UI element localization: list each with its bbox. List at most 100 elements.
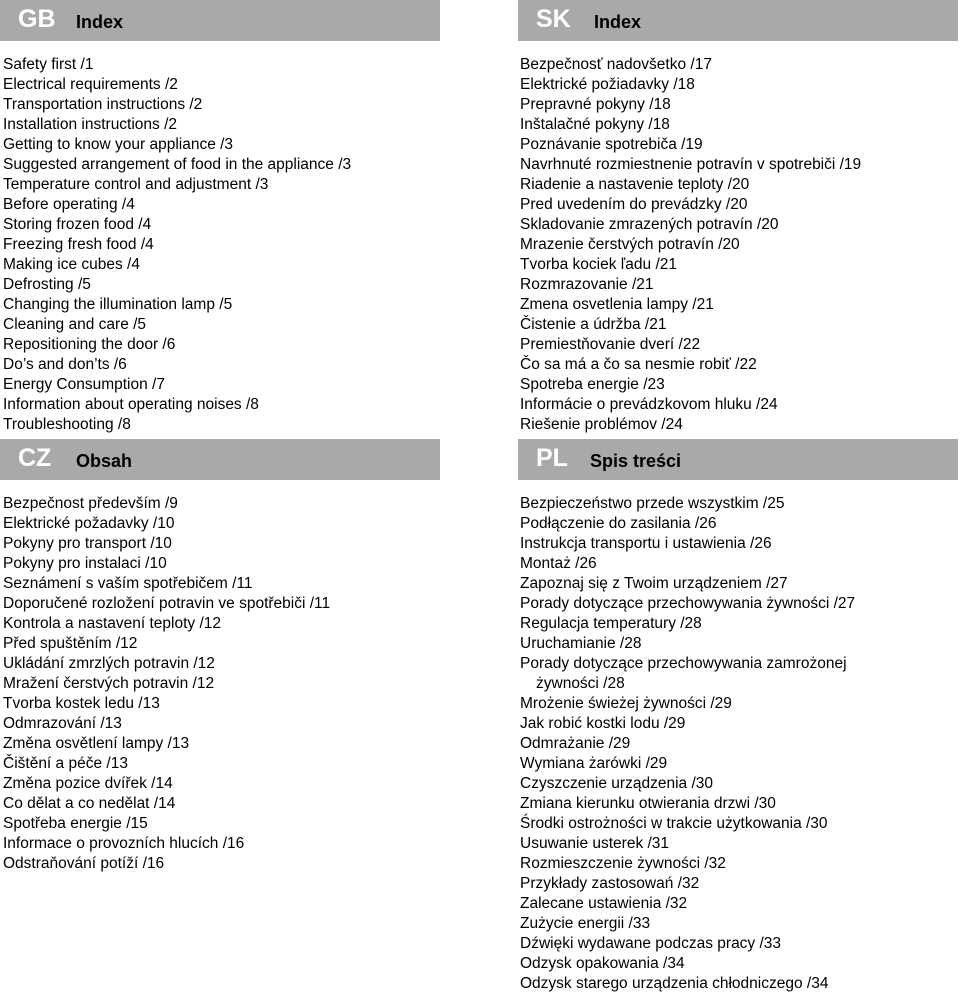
index-item: Rozmieszczenie żywności /32	[520, 855, 726, 872]
index-item: Jak robić kostki lodu /29	[520, 715, 686, 732]
index-item: Čistenie a údržba /21	[520, 316, 667, 333]
language-code-cz: CZ	[18, 444, 52, 472]
index-item: Mražení čerstvých potravin /12	[3, 675, 215, 692]
index-item: Making ice cubes /4	[3, 256, 140, 273]
index-item: Usuwanie usterek /31	[520, 835, 670, 852]
index-item: Tvorba kociek ľadu /21	[520, 256, 678, 273]
index-item: Inštalačné pokyny /18	[520, 116, 670, 133]
index-item: Odmrażanie /29	[520, 735, 631, 752]
index-item: Zalecane ustawienia /32	[520, 895, 688, 912]
index-item: Spotreba energie /23	[520, 376, 665, 393]
index-item: Do’s and don’ts /6	[3, 356, 127, 373]
index-item: Pred uvedením do prevádzky /20	[520, 196, 748, 213]
index-list-cz: Bezpečnost především /9 Elektrické požad…	[0, 494, 440, 874]
index-item: Změna osvětlení lampy /13	[3, 735, 190, 752]
index-item: Defrosting /5	[3, 276, 91, 293]
index-item: Installation instructions /2	[3, 116, 178, 133]
index-item: Odzysk opakowania /34	[520, 955, 685, 972]
index-item: Dźwięki wydawane podczas pracy /33	[520, 935, 782, 952]
index-item: Bezpečnost především /9	[3, 495, 178, 512]
index-item: Zapoznaj się z Twoim urządzeniem /27	[520, 575, 788, 592]
index-item: Kontrola a nastavení teploty /12	[3, 615, 222, 632]
index-item: Rozmrazovanie /21	[520, 276, 654, 293]
index-item: Porady dotyczące przechowywania zamrożon…	[520, 655, 847, 672]
index-item: Poznávanie spotrebiča /19	[520, 136, 703, 153]
index-item: Riešenie problémov /24	[520, 416, 683, 433]
index-item: Zmena osvetlenia lampy /21	[520, 296, 714, 313]
section-gb: GB Index Safety first /1 Electrical requ…	[0, 0, 440, 435]
index-item: Podłączenie do zasilania /26	[520, 515, 717, 532]
index-item: Elektrické požadavky /10	[3, 515, 175, 532]
index-item: Elektrické požiadavky /18	[520, 76, 695, 93]
section-cz: CZ Obsah Bezpečnost především /9 Elektri…	[0, 439, 440, 874]
index-item: Čo sa má a čo sa nesmie robiť /22	[520, 356, 757, 373]
index-item: Pokyny pro instalaci /10	[3, 555, 167, 572]
index-item: Premiestňovanie dverí /22	[520, 336, 701, 353]
index-item: Uruchamianie /28	[520, 635, 642, 652]
index-item: Pokyny pro transport /10	[3, 535, 172, 552]
section-header-sk: SK Index	[518, 0, 958, 41]
index-item: Suggested arrangement of food in the app…	[3, 156, 352, 173]
index-item: Montaż /26	[520, 555, 597, 572]
index-item: Změna pozice dvířek /14	[3, 775, 173, 792]
index-item: Porady dotyczące przechowywania żywności…	[520, 595, 856, 612]
index-item: Mrazenie čerstvých potravín /20	[520, 236, 740, 253]
section-header-pl: PL Spis treści	[518, 439, 958, 480]
index-item: Navrhnuté rozmiestnenie potravín v spotr…	[520, 156, 862, 173]
language-code-pl: PL	[536, 444, 568, 472]
index-item: Prepravné pokyny /18	[520, 96, 671, 113]
index-item: Cleaning and care /5	[3, 316, 147, 333]
index-item: Transportation instructions /2	[3, 96, 203, 113]
section-title-cz: Obsah	[76, 451, 133, 471]
section-title-sk: Index	[594, 12, 642, 32]
index-item: Zużycie energii /33	[520, 915, 651, 932]
index-item: Riadenie a nastavenie teploty /20	[520, 176, 750, 193]
index-item: Getting to know your appliance /3	[3, 136, 234, 153]
index-item: Před spuštěním /12	[3, 635, 138, 652]
index-list-gb: Safety first /1 Electrical requirements …	[0, 55, 440, 435]
section-sk: SK Index Bezpečnosť nadovšetko /17 Elekt…	[518, 0, 958, 435]
index-item: Odmrazování /13	[3, 715, 122, 732]
language-code-gb: GB	[18, 5, 56, 33]
index-item: Czyszczenie urządzenia /30	[520, 775, 713, 792]
index-item: Skladovanie zmrazených potravín /20	[520, 216, 779, 233]
section-header-cz: CZ Obsah	[0, 439, 440, 480]
language-code-sk: SK	[536, 5, 571, 33]
index-item: Doporučené rozložení potravin ve spotřeb…	[3, 595, 331, 612]
section-title-gb: Index	[76, 12, 124, 32]
index-item: Before operating /4	[3, 196, 135, 213]
index-item: Freezing fresh food /4	[3, 236, 154, 253]
index-item: Odstraňování potíží /16	[3, 855, 165, 872]
index-item: Repositioning the door /6	[3, 336, 176, 353]
index-item: Odzysk starego urządzenia chłodniczego /…	[520, 975, 829, 992]
index-item: Środki ostrożności w trakcie użytkowania…	[520, 815, 828, 832]
index-item: Zmiana kierunku otwierania drzwi /30	[520, 795, 776, 812]
index-item-continuation: żywności /28	[536, 675, 625, 692]
index-item: Mrożenie świeżej żywności /29	[520, 695, 732, 712]
index-item: Tvorba kostek ledu /13	[3, 695, 160, 712]
index-item: Temperature control and adjustment /3	[3, 176, 269, 193]
index-item: Bezpieczeństwo przede wszystkim /25	[520, 495, 785, 512]
index-item: Storing frozen food /4	[3, 216, 152, 233]
section-title-pl: Spis treści	[590, 451, 682, 471]
index-item: Changing the illumination lamp /5	[3, 296, 233, 313]
index-item: Instrukcja transportu i ustawienia /26	[520, 535, 772, 552]
index-item: Energy Consumption /7	[3, 376, 165, 393]
index-item: Informácie o prevádzkovom hluku /24	[520, 396, 778, 413]
index-item: Co dělat a co nedělat /14	[3, 795, 176, 812]
index-item: Safety first /1	[3, 56, 94, 73]
index-item: Regulacja temperatury /28	[520, 615, 702, 632]
index-item: Wymiana żarówki /29	[520, 755, 668, 772]
index-item: Informace o provozních hlucích /16	[3, 835, 245, 852]
index-list-sk: Bezpečnosť nadovšetko /17 Elektrické pož…	[518, 55, 958, 435]
index-item: Information about operating noises /8	[3, 396, 259, 413]
index-item: Electrical requirements /2	[3, 76, 178, 93]
index-item: Spotřeba energie /15	[3, 815, 148, 832]
section-header-gb: GB Index	[0, 0, 440, 41]
index-item: Bezpečnosť nadovšetko /17	[520, 56, 712, 73]
index-item: Przykłady zastosowań /32	[520, 875, 700, 892]
index-list-pl: Bezpieczeństwo przede wszystkim /25 Podł…	[518, 494, 958, 994]
index-item: Ukládání zmrzlých potravin /12	[3, 655, 215, 672]
section-pl: PL Spis treści Bezpieczeństwo przede wsz…	[518, 439, 958, 994]
index-item: Troubleshooting /8	[3, 416, 131, 433]
